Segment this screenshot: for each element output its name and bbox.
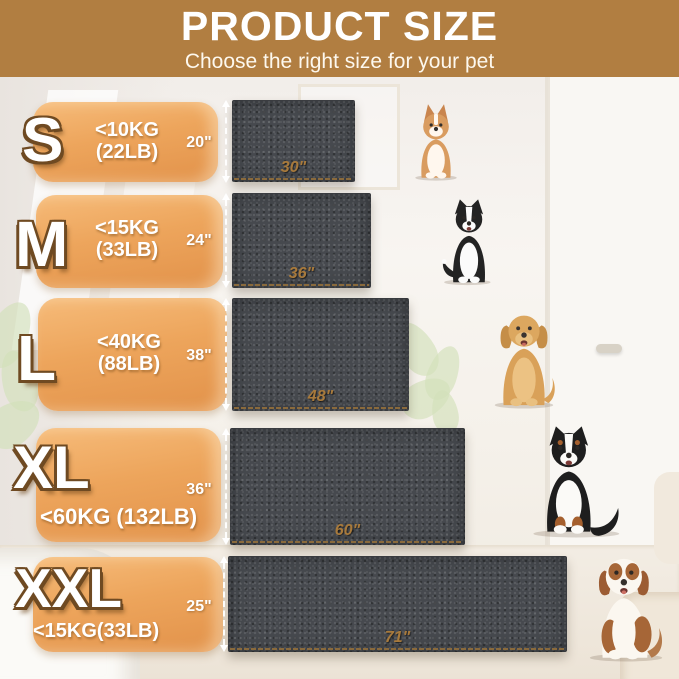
size-badge <box>36 195 223 288</box>
weight-limit: <15KG(33LB) <box>33 620 218 643</box>
mat-image: 60" <box>230 428 465 545</box>
dashed-line <box>225 107 227 176</box>
height-label: 36" <box>186 481 212 498</box>
weight-line-2: (33LB) <box>95 238 159 261</box>
size-badge <box>33 557 223 652</box>
door-handle <box>596 344 622 353</box>
height-measure-arrow <box>219 556 229 652</box>
width-label: 36" <box>288 265 315 282</box>
size-badge <box>33 102 218 182</box>
dog-image-golden-retriever <box>478 302 570 409</box>
side-chair <box>654 472 679 564</box>
page-title: PRODUCT SIZE <box>180 2 499 49</box>
dashed-line <box>225 200 227 281</box>
dog-image-bernese-mountain-dog <box>512 420 646 538</box>
weight-limit: <40KG (88LB) <box>77 331 181 375</box>
mat-image: 48" <box>232 298 409 411</box>
size-letter: XL <box>13 434 90 501</box>
height-label: 20" <box>186 134 212 151</box>
header-banner: PRODUCT SIZE Choose the right size for y… <box>0 0 679 77</box>
width-label: 48" <box>307 388 334 405</box>
dog-image-saint-bernard <box>572 545 679 662</box>
size-letter: S <box>22 106 64 175</box>
weight-limit: <15KG (33LB) <box>75 217 179 261</box>
height-label: 24" <box>186 232 212 249</box>
dashed-line <box>223 563 225 645</box>
weight-limit: <60KG (132LB) <box>40 505 220 529</box>
height-measure-arrow <box>221 298 231 411</box>
size-letter: XXL <box>15 557 122 619</box>
page-subtitle: Choose the right size for your pet <box>184 49 495 73</box>
dashed-line <box>225 435 227 538</box>
dog-image-border-collie <box>440 193 498 287</box>
size-letter: M <box>15 208 69 280</box>
height-measure-arrow <box>221 100 231 183</box>
weight-line-1: <40KG <box>97 331 161 353</box>
mat-trim <box>234 284 369 286</box>
mat-image: 71" <box>228 556 567 652</box>
size-letter: L <box>17 322 57 394</box>
mat-trim <box>234 407 407 409</box>
mat-image: 30" <box>232 100 355 182</box>
width-label: 30" <box>280 159 307 176</box>
dog-image-corgi <box>408 100 464 182</box>
width-label: 71" <box>384 629 411 646</box>
mat-trim <box>230 648 565 650</box>
height-measure-arrow <box>221 193 231 288</box>
height-label: 25" <box>186 598 212 615</box>
weight-line-1: <10KG <box>95 119 159 141</box>
weight-limit: <10KG (22LB) <box>75 119 179 163</box>
weight-line-2: (88LB) <box>97 352 161 375</box>
weight-line-2: (22LB) <box>95 140 159 163</box>
mat-trim <box>234 178 353 180</box>
mat-image: 36" <box>232 193 371 288</box>
weight-line-1: <15KG(33LB) <box>33 620 160 642</box>
height-label: 38" <box>186 347 212 364</box>
weight-line-1: <60KG (132LB) <box>40 504 198 529</box>
weight-line-1: <15KG <box>95 217 159 239</box>
size-badge <box>36 428 221 542</box>
height-measure-arrow <box>221 428 231 545</box>
mat-trim <box>232 541 463 543</box>
width-label: 60" <box>334 522 361 539</box>
size-badge <box>38 298 227 411</box>
dashed-line <box>225 305 227 404</box>
